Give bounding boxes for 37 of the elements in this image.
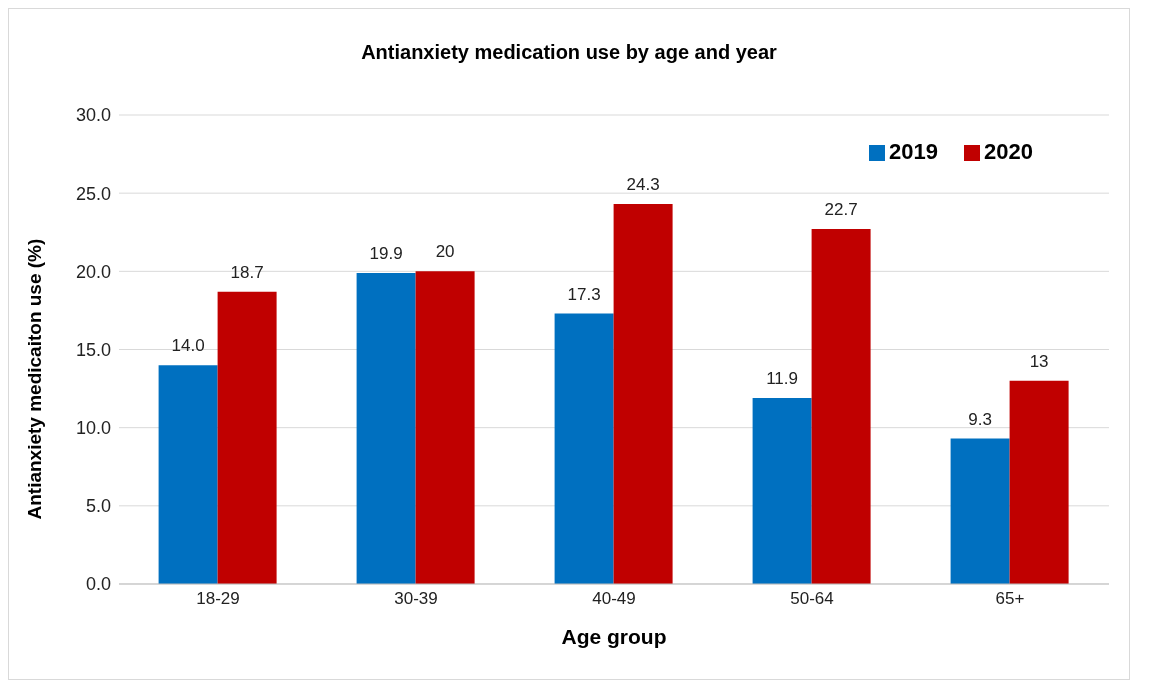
y-tick-label: 0.0 [85,574,111,595]
bar [158,365,218,584]
bar [1009,380,1069,584]
x-tick-label: 18-29 [196,589,240,609]
x-tick-label: 65+ [995,589,1025,609]
y-tick-label: 25.0 [75,183,111,204]
y-tick-label: 20.0 [75,261,111,282]
data-label: 17.3 [567,284,601,304]
y-tick-label: 10.0 [75,418,111,439]
y-tick-label: 5.0 [85,496,111,517]
y-tick-label: 15.0 [75,339,111,360]
bar [415,271,475,584]
y-axis-title: Antianxiety medicaiton use (%) [23,238,45,520]
data-label: 20 [435,242,455,262]
data-label: 9.3 [968,409,992,429]
bar [950,438,1010,584]
bar [811,229,871,584]
bar [752,397,812,584]
x-tick-label: 50-64 [790,589,834,609]
x-axis-title: Age group [561,625,667,648]
data-label: 18.7 [230,262,264,282]
legend-label: 2020 [984,139,1033,164]
bar [217,291,277,584]
x-tick-label: 30-39 [394,589,438,609]
data-label: 19.9 [369,243,403,263]
data-label: 13 [1029,351,1049,371]
bar [554,313,614,584]
bar [356,272,416,584]
data-label: 22.7 [824,200,858,220]
bar [613,204,673,584]
data-label: 14.0 [171,336,205,356]
data-label: 24.3 [626,175,660,195]
data-label: 11.9 [766,368,799,388]
legend-label: 2019 [889,139,939,164]
chart-title: Antianxiety medication use by age and year [360,41,778,64]
y-tick-label: 30.0 [75,105,111,126]
x-tick-label: 40-49 [592,589,636,609]
